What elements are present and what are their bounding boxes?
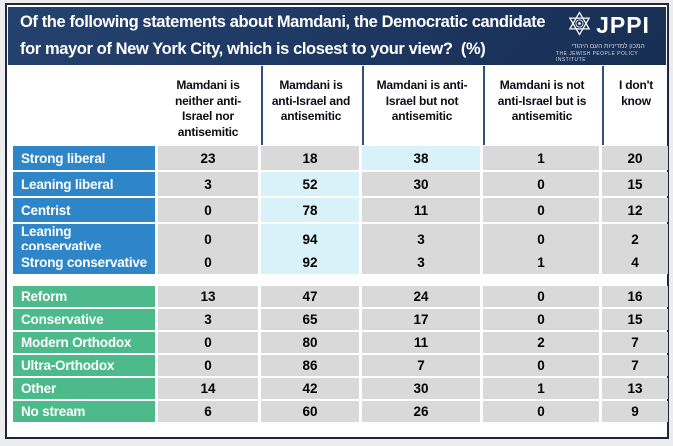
value-cell: 13 bbox=[602, 378, 668, 399]
row-label: No stream bbox=[13, 401, 155, 422]
logo-english-name: THE JEWISH PEOPLE POLICY INSTITUTE bbox=[556, 50, 639, 63]
value-cell: 86 bbox=[261, 355, 359, 376]
value-cell: 0 bbox=[158, 250, 258, 274]
row-label: Strong liberal bbox=[13, 146, 155, 170]
table-row: No stream 6 60 26 0 9 bbox=[13, 401, 668, 422]
value-cell: 0 bbox=[158, 355, 258, 376]
value-cell: 0 bbox=[483, 172, 599, 196]
value-cell: 3 bbox=[158, 309, 258, 330]
value-cell: 4 bbox=[602, 250, 668, 274]
infographic-panel: Of the following statements about Mamdan… bbox=[5, 3, 669, 439]
table-row: Ultra-Orthodox 0 86 7 0 7 bbox=[13, 355, 668, 376]
group-divider bbox=[13, 276, 664, 286]
value-cell: 20 bbox=[602, 146, 668, 170]
value-cell: 30 bbox=[362, 378, 480, 399]
row-label: Centrist bbox=[13, 198, 155, 222]
value-cell: 0 bbox=[483, 198, 599, 222]
value-cell: 11 bbox=[362, 332, 480, 353]
table-row: Conservative 3 65 17 0 15 bbox=[13, 309, 668, 330]
group-political-orientation: Strong liberal 23 18 38 1 20 Leaning lib… bbox=[13, 146, 668, 274]
table-row: Strong conservative 0 92 3 1 4 bbox=[13, 250, 668, 274]
value-cell: 0 bbox=[483, 355, 599, 376]
table-row: Strong liberal 23 18 38 1 20 bbox=[13, 146, 668, 170]
row-label: Leaning conservative bbox=[13, 224, 155, 254]
row-label: Other bbox=[13, 378, 155, 399]
value-cell: 47 bbox=[261, 286, 359, 307]
value-cell: 15 bbox=[602, 172, 668, 196]
value-cell: 2 bbox=[483, 332, 599, 353]
value-cell: 1 bbox=[483, 146, 599, 170]
logo-row: JPPI bbox=[566, 10, 650, 42]
value-cell: 7 bbox=[602, 332, 668, 353]
value-cell: 23 bbox=[158, 146, 258, 170]
table-row: Modern Orthodox 0 80 11 2 7 bbox=[13, 332, 668, 353]
value-cell: 80 bbox=[261, 332, 359, 353]
value-cell: 3 bbox=[362, 224, 480, 254]
value-cell: 2 bbox=[602, 224, 668, 254]
value-cell: 7 bbox=[602, 355, 668, 376]
value-cell: 0 bbox=[483, 286, 599, 307]
jppi-logo: JPPI המכון למדיניות העם היהודי THE JEWIS… bbox=[556, 10, 660, 63]
table-row: Leaning liberal 3 52 30 0 15 bbox=[13, 172, 668, 196]
logo-acronym: JPPI bbox=[596, 12, 650, 38]
group-religious-stream: Reform 13 47 24 0 16 Conservative 3 65 1… bbox=[13, 286, 668, 422]
table-row: Centrist 0 78 11 0 12 bbox=[13, 198, 668, 222]
column-header-row: Mamdani is neither anti-Israel nor antis… bbox=[13, 66, 664, 145]
column-header: Mamdani is anti-Israel and antisemitic bbox=[261, 66, 359, 145]
value-cell: 78 bbox=[261, 198, 359, 222]
value-cell: 16 bbox=[602, 286, 668, 307]
table-row: Leaning conservative 0 94 3 0 2 bbox=[13, 224, 668, 254]
value-cell: 26 bbox=[362, 401, 480, 422]
row-label: Conservative bbox=[13, 309, 155, 330]
value-cell: 13 bbox=[158, 286, 258, 307]
value-cell: 0 bbox=[158, 332, 258, 353]
value-cell: 52 bbox=[261, 172, 359, 196]
column-header: Mamdani is anti-Israel but not antisemit… bbox=[362, 66, 480, 145]
value-cell: 94 bbox=[261, 224, 359, 254]
value-cell: 1 bbox=[483, 250, 599, 274]
value-cell: 3 bbox=[158, 172, 258, 196]
column-header: I don't know bbox=[602, 66, 668, 145]
value-cell: 7 bbox=[362, 355, 480, 376]
value-cell: 11 bbox=[362, 198, 480, 222]
question-title: Of the following statements about Mamdan… bbox=[20, 13, 550, 58]
row-label: Reform bbox=[13, 286, 155, 307]
value-cell: 30 bbox=[362, 172, 480, 196]
value-cell: 14 bbox=[158, 378, 258, 399]
value-cell: 17 bbox=[362, 309, 480, 330]
value-cell: 9 bbox=[602, 401, 668, 422]
value-cell: 65 bbox=[261, 309, 359, 330]
row-label: Leaning liberal bbox=[13, 172, 155, 196]
row-label: Strong conservative bbox=[13, 250, 155, 274]
value-cell: 6 bbox=[158, 401, 258, 422]
question-header: Of the following statements about Mamdan… bbox=[8, 7, 666, 65]
value-cell: 0 bbox=[483, 401, 599, 422]
value-cell: 42 bbox=[261, 378, 359, 399]
column-header: Mamdani is not anti-Israel but is antise… bbox=[483, 66, 599, 145]
value-cell: 60 bbox=[261, 401, 359, 422]
logo-hebrew-name: המכון למדיניות העם היהודי bbox=[571, 42, 645, 50]
table-row: Reform 13 47 24 0 16 bbox=[13, 286, 668, 307]
value-cell: 24 bbox=[362, 286, 480, 307]
row-label: Modern Orthodox bbox=[13, 332, 155, 353]
star-of-david-icon bbox=[566, 10, 593, 42]
value-cell: 15 bbox=[602, 309, 668, 330]
column-header: Mamdani is neither anti-Israel nor antis… bbox=[174, 78, 242, 139]
corner-cell bbox=[13, 66, 155, 145]
value-cell: 0 bbox=[483, 309, 599, 330]
value-cell: 3 bbox=[362, 250, 480, 274]
value-cell: 1 bbox=[483, 378, 599, 399]
results-table: Mamdani is neither anti-Israel nor antis… bbox=[7, 65, 668, 422]
value-cell: 0 bbox=[483, 224, 599, 254]
value-cell: 38 bbox=[362, 146, 480, 170]
value-cell: 18 bbox=[261, 146, 359, 170]
row-label: Ultra-Orthodox bbox=[13, 355, 155, 376]
table-row: Other 14 42 30 1 13 bbox=[13, 378, 668, 399]
value-cell: 0 bbox=[158, 224, 258, 254]
value-cell: 92 bbox=[261, 250, 359, 274]
value-cell: 0 bbox=[158, 198, 258, 222]
value-cell: 12 bbox=[602, 198, 668, 222]
